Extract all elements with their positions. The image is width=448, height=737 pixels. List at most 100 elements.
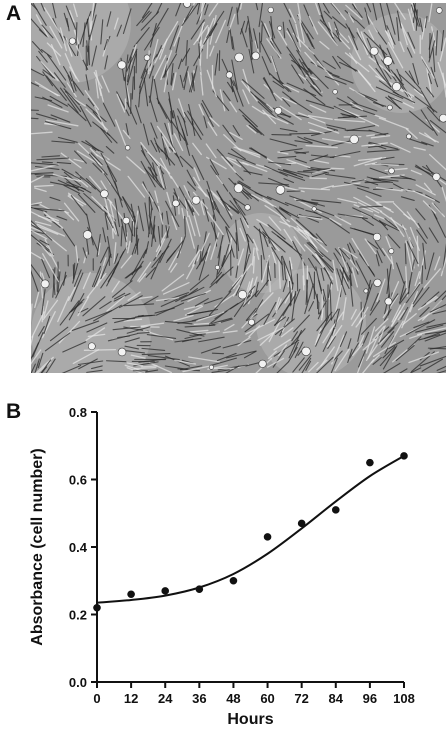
cell-stroke bbox=[277, 168, 304, 179]
cell-stroke bbox=[290, 217, 310, 235]
cell-stroke bbox=[235, 219, 240, 252]
cell-stroke bbox=[347, 96, 358, 105]
cell-stroke bbox=[315, 251, 335, 271]
cell-stroke bbox=[233, 80, 244, 107]
cell-stroke bbox=[424, 132, 436, 143]
cell-stroke bbox=[36, 223, 66, 237]
cell-stroke bbox=[199, 39, 202, 66]
cell-stroke bbox=[161, 136, 171, 153]
rounded-cell bbox=[87, 342, 96, 351]
cell-stroke bbox=[377, 327, 395, 344]
cell-stroke bbox=[31, 349, 42, 365]
cell-stroke bbox=[83, 251, 88, 264]
cell-stroke bbox=[141, 150, 158, 177]
cell-stroke bbox=[302, 61, 313, 75]
cell-stroke bbox=[124, 337, 140, 343]
cell-stroke bbox=[252, 299, 264, 316]
rounded-cell bbox=[258, 359, 267, 368]
cell-stroke bbox=[324, 267, 334, 285]
cell-stroke bbox=[31, 175, 45, 183]
cell-stroke bbox=[34, 291, 40, 309]
cell-stroke bbox=[187, 110, 204, 136]
cell-stroke bbox=[400, 196, 415, 201]
rounded-cell bbox=[68, 37, 76, 45]
cell-stroke bbox=[73, 262, 76, 280]
cell-stroke bbox=[256, 218, 269, 227]
data-point bbox=[400, 452, 408, 460]
cell-stroke bbox=[191, 154, 205, 181]
cell-stroke bbox=[172, 72, 177, 91]
cell-stroke bbox=[332, 259, 339, 292]
cell-stroke bbox=[193, 191, 208, 210]
cell-stroke bbox=[304, 283, 314, 315]
cell-stroke bbox=[182, 365, 211, 373]
cell-stroke bbox=[432, 310, 446, 315]
cell-stroke bbox=[69, 10, 75, 23]
cell-stroke bbox=[139, 71, 148, 95]
cell-stroke bbox=[314, 3, 321, 16]
cell-stroke bbox=[31, 206, 48, 213]
cell-stroke bbox=[431, 26, 437, 47]
cell-stroke bbox=[43, 300, 49, 318]
cell-stroke bbox=[408, 280, 411, 295]
cell-stroke bbox=[217, 234, 224, 259]
cell-stroke bbox=[376, 187, 403, 192]
cell-stroke bbox=[41, 24, 54, 39]
cell-stroke bbox=[425, 194, 440, 203]
cell-stroke bbox=[104, 197, 110, 217]
cell-stroke bbox=[59, 87, 79, 114]
cell-stroke bbox=[40, 61, 59, 81]
cell-stroke bbox=[215, 19, 227, 44]
cell-stroke bbox=[118, 295, 143, 309]
cell-stroke bbox=[193, 167, 201, 182]
cell-stroke bbox=[334, 248, 343, 258]
cell-stroke bbox=[229, 295, 251, 310]
cell-stroke bbox=[387, 322, 399, 334]
cell-stroke bbox=[85, 108, 109, 131]
cell-stroke bbox=[131, 76, 134, 100]
cell-stroke bbox=[209, 116, 220, 127]
data-point bbox=[93, 603, 101, 612]
cell-stroke bbox=[293, 288, 301, 304]
cell-stroke bbox=[233, 146, 261, 156]
cell-stroke bbox=[223, 155, 242, 168]
cell-stroke bbox=[365, 195, 394, 213]
cell-stroke bbox=[100, 152, 118, 182]
cell-stroke bbox=[159, 157, 172, 179]
cell-stroke bbox=[41, 155, 61, 158]
cell-stroke bbox=[421, 291, 440, 308]
cell-stroke bbox=[165, 225, 169, 238]
cell-stroke bbox=[65, 92, 86, 107]
cell-stroke bbox=[242, 68, 251, 93]
cell-stroke bbox=[243, 243, 250, 270]
cell-stroke bbox=[268, 177, 290, 188]
cell-stroke bbox=[396, 68, 403, 82]
cell-stroke bbox=[130, 203, 135, 218]
cell-stroke bbox=[313, 159, 330, 164]
cell-stroke bbox=[281, 255, 284, 281]
cell-stroke bbox=[208, 310, 228, 325]
cell-stroke bbox=[96, 150, 110, 161]
cell-stroke bbox=[204, 245, 211, 262]
cell-stroke bbox=[380, 156, 395, 161]
cell-stroke bbox=[375, 86, 404, 99]
cell-stroke bbox=[283, 178, 294, 184]
cell-stroke bbox=[320, 14, 334, 40]
cell-stroke bbox=[351, 307, 364, 327]
cell-stroke bbox=[86, 272, 107, 299]
cell-stroke bbox=[372, 326, 385, 341]
cell-stroke bbox=[36, 157, 70, 161]
cell-stroke bbox=[315, 254, 324, 269]
y-tick-label: 0.6 bbox=[69, 473, 87, 488]
cell-stroke bbox=[311, 172, 328, 178]
cell-stroke bbox=[378, 325, 386, 343]
cell-stroke bbox=[376, 278, 386, 303]
cell-stroke bbox=[359, 205, 384, 208]
cell-stroke bbox=[34, 358, 40, 373]
cell-stroke bbox=[258, 182, 289, 186]
cell-stroke bbox=[225, 226, 235, 258]
cell-stroke bbox=[214, 53, 219, 76]
x-tick-label: 60 bbox=[260, 691, 274, 706]
cell-stroke bbox=[309, 104, 327, 113]
cell-stroke bbox=[398, 288, 407, 304]
